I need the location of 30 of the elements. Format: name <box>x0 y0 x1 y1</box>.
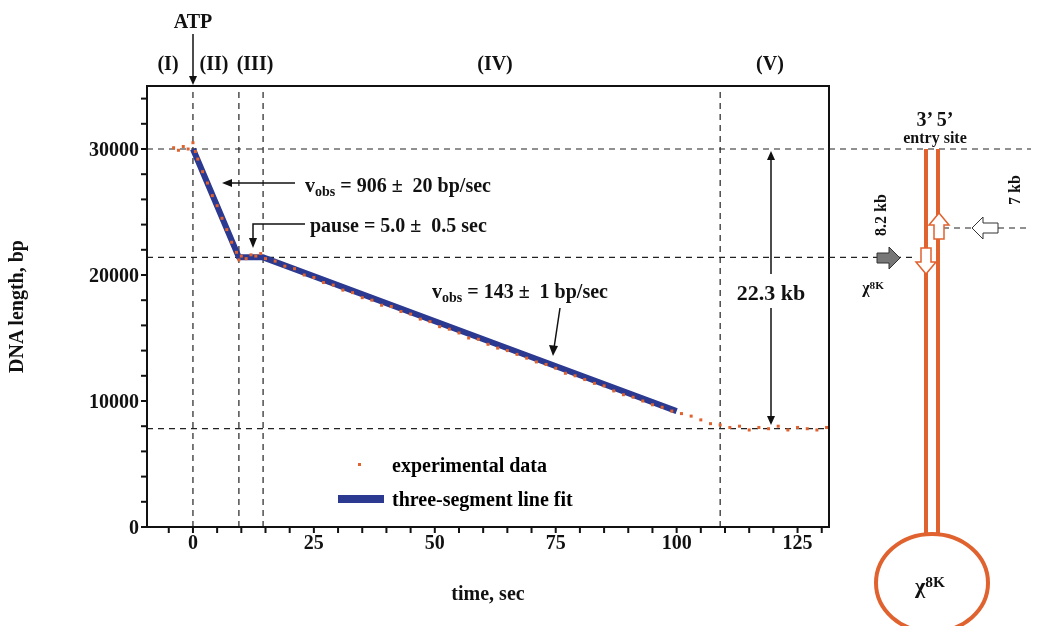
y-tick-label: 10000 <box>89 390 139 413</box>
x-tick-label: 125 <box>782 531 813 554</box>
annotation: 22.3 kb <box>736 280 806 305</box>
legend-label: experimental data <box>392 453 547 477</box>
x-tick-label: 100 <box>661 531 692 554</box>
text: (V) <box>756 52 784 75</box>
text: ATP <box>173 10 213 32</box>
y-tick-label: 30000 <box>89 138 139 161</box>
text: 8.2 kb <box>872 194 889 236</box>
x-tick-label: 25 <box>303 531 324 554</box>
text: 7 kb <box>1006 175 1023 205</box>
legend-label: three-segment line fit <box>392 487 573 511</box>
x-tick-label: 50 <box>424 531 445 554</box>
text: χ$^{8K}$ <box>914 573 945 598</box>
text: χ$^{8K}$ <box>861 278 885 297</box>
annotation: pause = 5.0 ± 0.5 sec <box>310 214 487 237</box>
x-tick-label: 0 <box>187 531 198 554</box>
x-axis-title: time, sec <box>451 582 525 604</box>
y-tick-label: 20000 <box>89 264 139 287</box>
text: (II) <box>199 52 229 75</box>
text: (I) <box>157 52 179 75</box>
annotation: v$_{obs}$ = 143 ± 1 bp/sec <box>432 280 609 306</box>
y-axis-title: DNA length, bp <box>5 240 29 373</box>
text: entry site <box>903 129 967 147</box>
y-tick-label: 0 <box>129 516 139 539</box>
annotation: v$_{obs}$ = 906 ± 20 bp/sec <box>305 174 492 200</box>
x-tick-label: 75 <box>545 531 566 554</box>
text: (III) <box>236 52 274 75</box>
text: (IV) <box>477 52 513 75</box>
text: 3’ 5’ <box>916 108 954 130</box>
